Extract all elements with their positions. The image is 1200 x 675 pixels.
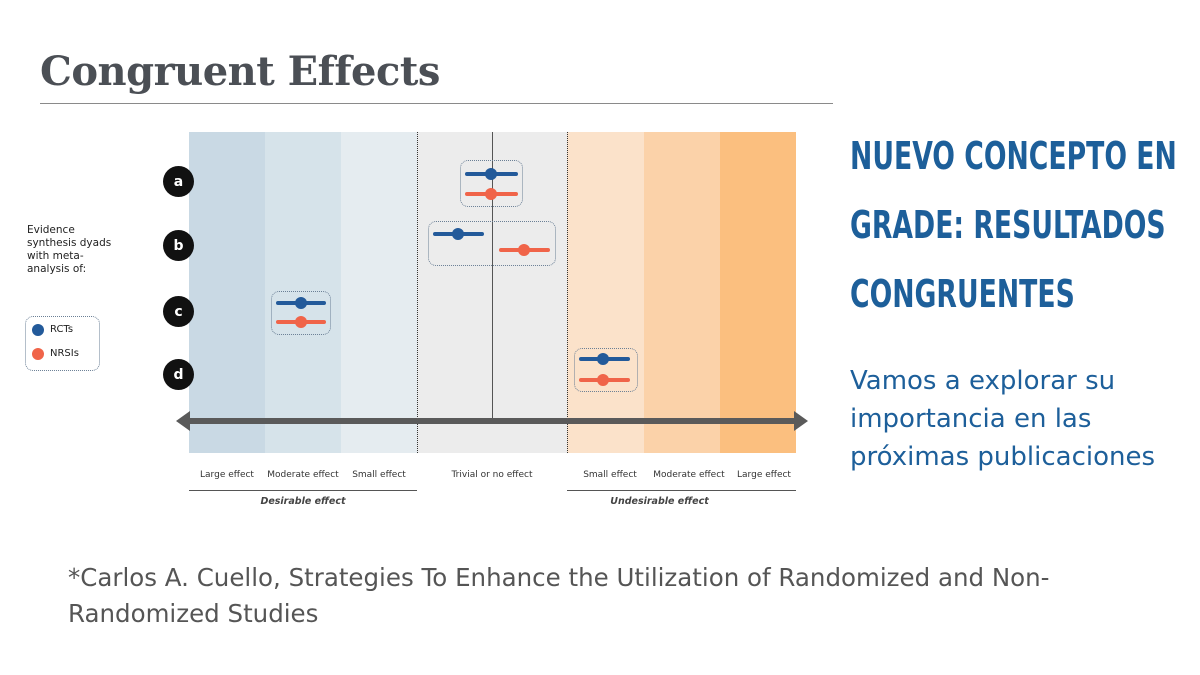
category-label-small-undesirable: Small effect <box>583 470 637 480</box>
legend-description: Evidence synthesis dyads with meta-analy… <box>27 224 112 275</box>
point-nrsi-a <box>485 188 497 200</box>
point-rct-c <box>295 297 307 309</box>
dyad-box-d <box>574 348 638 392</box>
legend-nrsi-label: NRSIs <box>50 348 79 359</box>
category-label-large-undesirable: Large effect <box>737 470 791 480</box>
group-label-desirable: Desirable effect <box>260 496 346 507</box>
threshold-line-left <box>417 132 418 453</box>
point-rct-b <box>452 228 464 240</box>
point-nrsi-c <box>295 316 307 328</box>
band-small-desirable <box>341 132 417 453</box>
legend-rct-label: RCTs <box>50 324 74 335</box>
null-effect-line <box>492 132 493 418</box>
category-label-trivial: Trivial or no effect <box>451 470 533 480</box>
band-moderate-undesirable <box>644 132 720 453</box>
row-badge-a: a <box>163 166 194 197</box>
citation: *Carlos A. Cuello, Strategies To Enhance… <box>68 563 1050 628</box>
row-badge-c: c <box>163 296 194 327</box>
point-rct-d <box>597 353 609 365</box>
dyad-box-a <box>460 160 523 207</box>
threshold-line-right <box>567 132 568 453</box>
title-underline <box>40 103 833 104</box>
desirable-group-rule <box>189 490 417 491</box>
effect-axis-arrow <box>176 411 808 431</box>
legend-nrsi-dot <box>32 348 44 360</box>
category-label-moderate-desirable: Moderate effect <box>267 470 339 480</box>
band-large-desirable <box>189 132 265 453</box>
undesirable-group-rule <box>567 490 796 491</box>
point-rct-a <box>485 168 497 180</box>
category-label-small-desirable: Small effect <box>352 470 406 480</box>
dyad-box-b <box>428 221 556 266</box>
point-nrsi-d <box>597 374 609 386</box>
row-badge-d: d <box>163 359 194 390</box>
concept-subtext: Vamos a explorar su importancia en las p… <box>850 366 1156 472</box>
point-nrsi-b <box>518 244 530 256</box>
band-small-undesirable <box>567 132 644 453</box>
row-badge-b: b <box>163 230 194 261</box>
concept-heading: Nuevo concepto en GRADE: resultados cong… <box>850 134 1177 316</box>
category-label-large-desirable: Large effect <box>200 470 254 480</box>
legend-box <box>25 316 100 371</box>
group-label-undesirable: Undesirable effect <box>610 496 709 507</box>
slide-title: Congruent Effects <box>40 48 440 95</box>
band-large-undesirable <box>720 132 796 453</box>
dyad-box-c <box>271 291 331 335</box>
legend-rct-dot <box>32 324 44 336</box>
category-label-moderate-undesirable: Moderate effect <box>653 470 725 480</box>
